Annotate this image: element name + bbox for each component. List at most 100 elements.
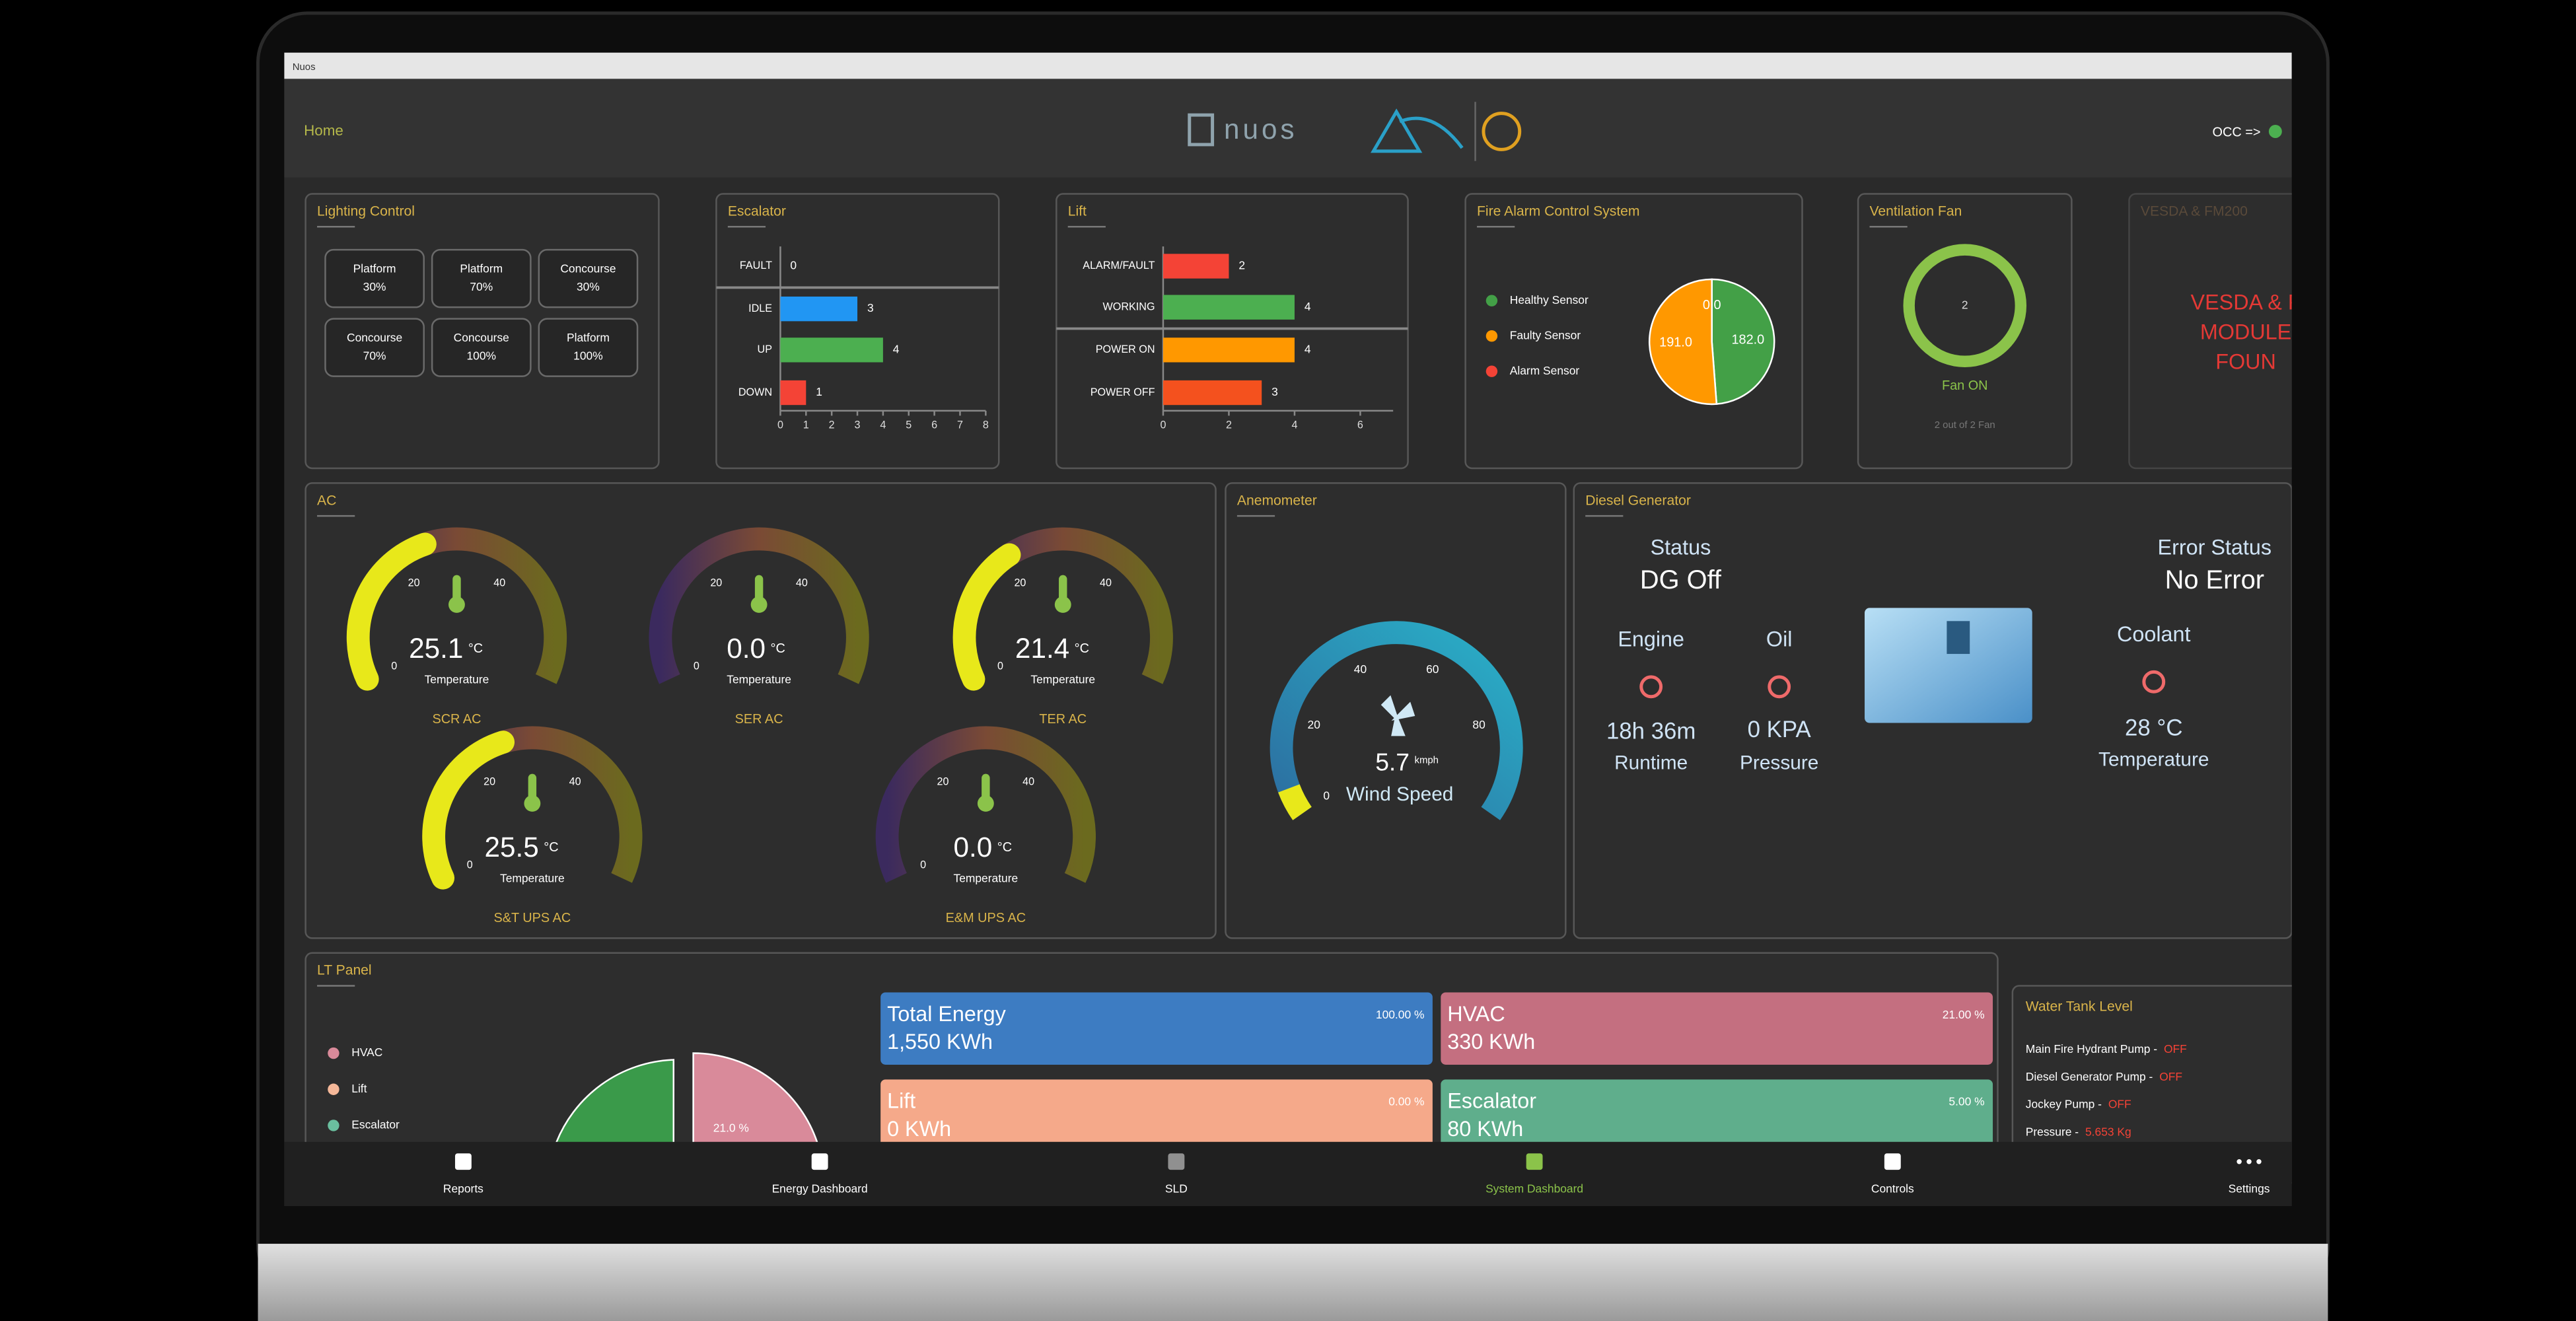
gauge-value-label: 0.0 — [727, 633, 766, 664]
energy-card-bg — [1441, 992, 1993, 1065]
legend-dot — [328, 1083, 340, 1095]
home-link[interactable]: Home — [304, 122, 343, 139]
panel-title: Ventilation Fan — [1869, 203, 1962, 219]
light-zone: Concourse — [560, 262, 616, 275]
x-tick-label: 4 — [1291, 419, 1297, 431]
bar — [780, 338, 883, 363]
fan-icon — [1380, 695, 1415, 736]
gauge-tick-label: 40 — [796, 577, 808, 589]
panel — [304, 482, 1217, 939]
legend-label: Faulty Sensor — [1510, 328, 1581, 341]
panel-title: VESDA & FM200 — [2141, 203, 2248, 219]
nav-label[interactable]: SLD — [1165, 1182, 1188, 1196]
pump-name: Diesel Generator Pump - — [2026, 1070, 2153, 1083]
dg-metric-value: 0 KPA — [1748, 717, 1812, 742]
light-button[interactable] — [324, 318, 425, 377]
window-titlebar — [284, 52, 2292, 79]
gauge-tick-label: 0 — [997, 660, 1003, 672]
energy-name: HVAC — [1447, 1002, 1505, 1026]
nav-icon — [454, 1153, 472, 1170]
generator-image — [1865, 608, 2032, 723]
value-label: 4 — [1305, 342, 1311, 355]
lt-pie — [555, 1052, 818, 1142]
energy-card-bg — [1441, 1079, 1993, 1142]
dg-metric-value: 28 °C — [2125, 715, 2182, 741]
wind-caption: Wind Speed — [1346, 783, 1453, 805]
x-tick-label: 8 — [983, 419, 989, 431]
dg-metric-caption: Pressure — [1740, 752, 1818, 774]
light-button[interactable] — [431, 248, 532, 308]
pie-slice — [1711, 278, 1775, 406]
legend-label: Alarm Sensor — [1510, 364, 1580, 377]
nav-label[interactable]: Reports — [443, 1182, 483, 1196]
nav-label[interactable]: Energy Dashboard — [772, 1182, 868, 1196]
light-level: 100% — [573, 349, 603, 362]
brand-logo-mark — [1188, 113, 1215, 147]
ac-unit-name: TER AC — [1039, 712, 1087, 727]
light-button[interactable] — [538, 318, 639, 377]
category-label: DOWN — [738, 386, 772, 398]
energy-card: Lift 0 KWh 0.00 % — [880, 1079, 1433, 1142]
panel-title: Anemometer — [1237, 493, 1317, 508]
energy-value: 330 KWh — [1447, 1030, 1535, 1053]
pump-status: OFF — [2108, 1098, 2131, 1111]
dg-metric-label: Oil — [1766, 627, 1793, 651]
legend-dot — [328, 1047, 340, 1059]
vesda-message: MODULE — [2200, 320, 2291, 344]
nav-label[interactable]: Controls — [1871, 1182, 1914, 1196]
panel — [1857, 193, 2073, 470]
category-label: POWER OFF — [1091, 386, 1155, 398]
value-label: 4 — [893, 342, 900, 355]
thermometer-bulb — [448, 596, 465, 613]
gauge-tick-label: 20 — [483, 775, 495, 787]
energy-share: 0.00 % — [1388, 1095, 1424, 1108]
ac-unit-name: SCR AC — [432, 712, 481, 727]
dg-metric-label: Engine — [1618, 627, 1684, 651]
gauge-unit: °C — [1075, 641, 1089, 656]
dg-status-label: Status — [1651, 535, 1711, 559]
nav-label[interactable]: Settings — [2229, 1182, 2270, 1196]
panel-title: LT Panel — [317, 963, 372, 978]
gauge-value-label: 21.4 — [1015, 633, 1069, 664]
bar — [1163, 380, 1262, 406]
x-tick-label: 0 — [777, 419, 783, 431]
energy-name: Escalator — [1447, 1089, 1536, 1113]
status-dot — [2268, 125, 2282, 138]
partner-logo — [1371, 108, 1464, 153]
bar — [1163, 254, 1229, 279]
nav-label[interactable]: System Dashboard — [1485, 1182, 1583, 1196]
panel — [2128, 193, 2292, 470]
dg-metric-icon — [1768, 675, 1791, 699]
gauge-tick-label: 80 — [1472, 718, 1485, 731]
value-label: 1 — [816, 385, 822, 398]
gauge-tick-label: 40 — [569, 775, 581, 787]
energy-share: 100.00 % — [1376, 1008, 1425, 1021]
gauge-value-label: 25.1 — [409, 633, 463, 664]
fan-count: 2 — [1962, 298, 1968, 311]
dg-error-label: Error Status — [2158, 535, 2272, 559]
value-label: 2 — [1238, 259, 1245, 272]
category-label: UP — [758, 343, 772, 355]
gauge-caption: Temperature — [1030, 672, 1095, 686]
window-title: Nuos — [293, 61, 316, 73]
energy-card: Total Energy 1,550 KWh 100.00 % — [880, 992, 1433, 1065]
panel-title: Lighting Control — [317, 203, 415, 219]
light-button[interactable] — [431, 318, 532, 377]
wind-unit: kmph — [1415, 755, 1439, 766]
light-button[interactable] — [324, 248, 425, 308]
light-level: 70% — [363, 349, 386, 362]
fan-ring — [1903, 244, 2027, 367]
value-label: 3 — [1271, 385, 1278, 398]
x-tick-label: 6 — [931, 419, 937, 431]
light-zone: Concourse — [347, 331, 402, 344]
gauge-caption: Temperature — [727, 672, 791, 686]
light-level: 100% — [466, 349, 496, 362]
bar — [1163, 338, 1295, 363]
gauge-tick-label: 20 — [937, 775, 949, 787]
panel — [1055, 193, 1409, 470]
light-button[interactable] — [538, 248, 639, 308]
category-label: POWER ON — [1096, 343, 1155, 355]
nav-icon — [811, 1153, 828, 1170]
